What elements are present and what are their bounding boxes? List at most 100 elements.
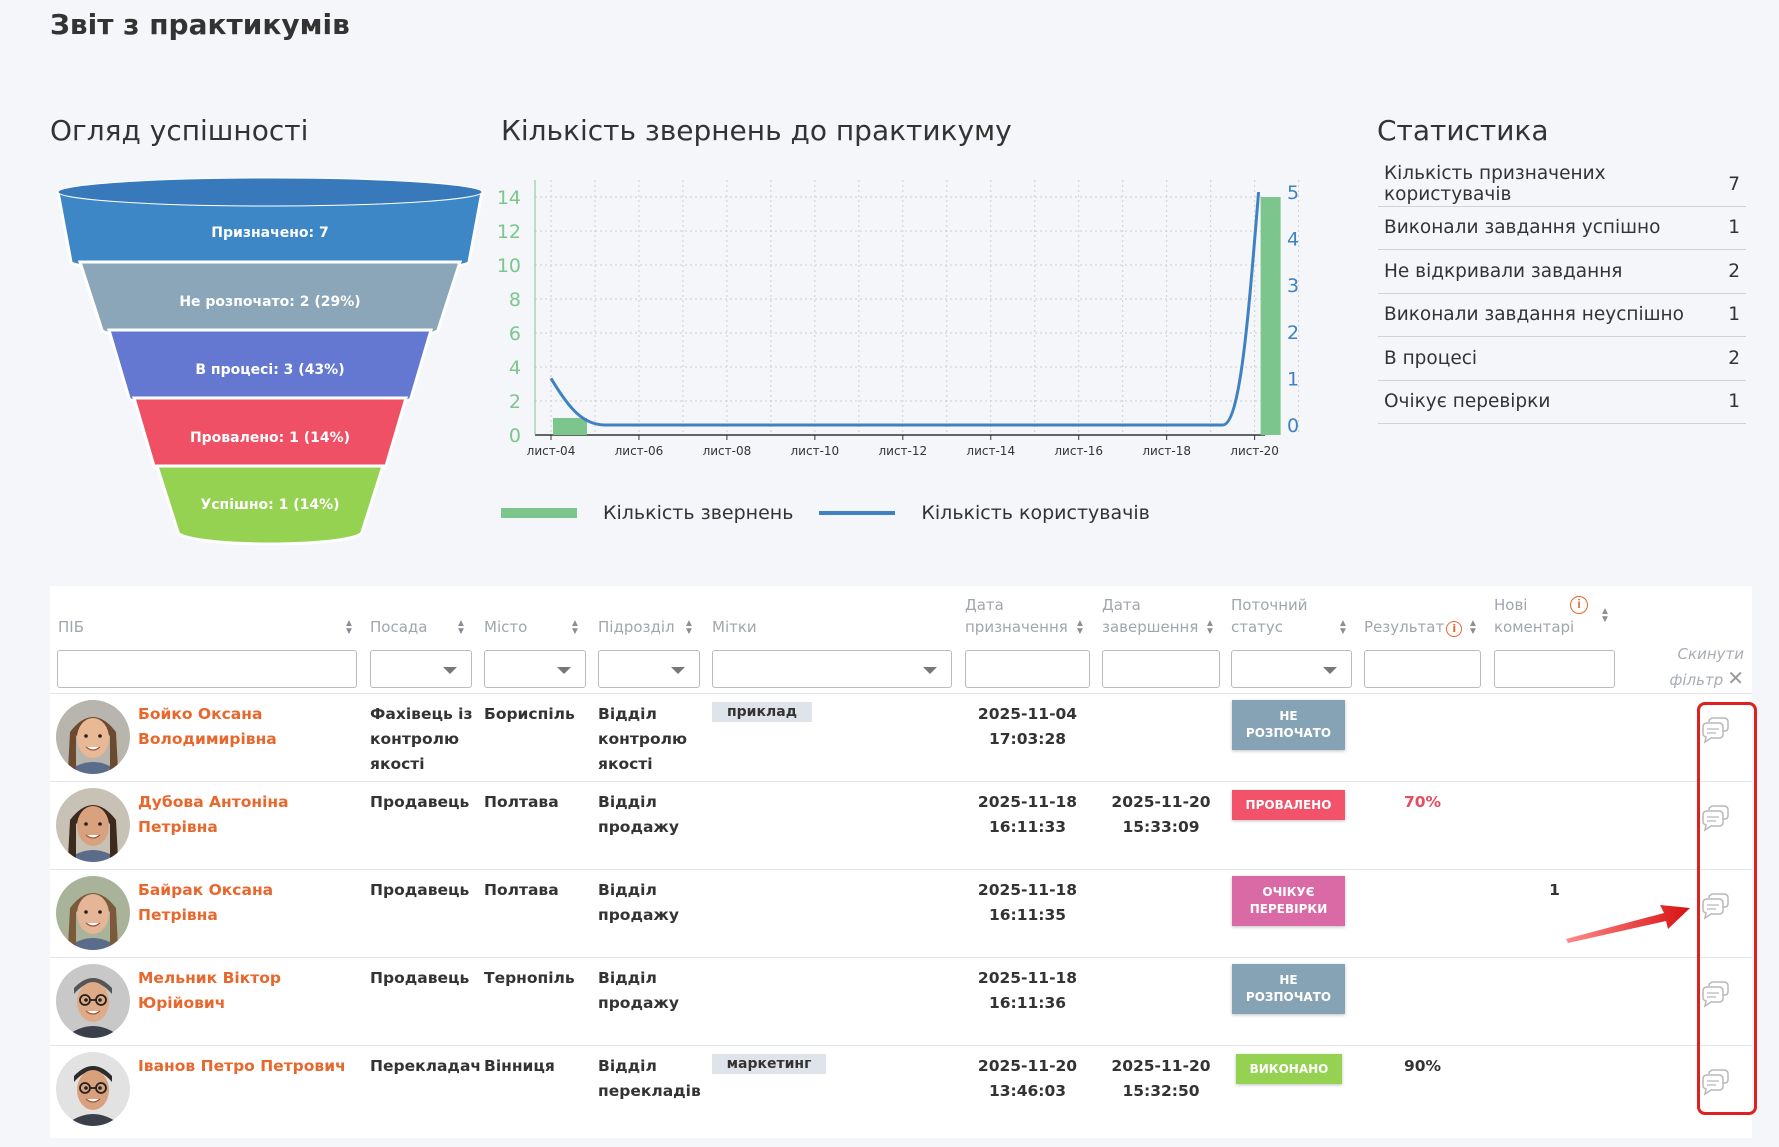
y-right-tick: 4	[1287, 229, 1299, 251]
report-table: ПІБ ▲ ▼ Посада ▲ ▼ Місто ▲ ▼ Підрозділ ▲ ▼ М…	[50, 586, 1752, 1138]
table-row[interactable]: Мельник Віктор Юрійович Продавець Терноп…	[50, 957, 1752, 1045]
reset-filter-button[interactable]: Скинути фільтр ✕	[1670, 642, 1744, 692]
stats-value: 1	[1728, 304, 1740, 326]
department-line2: перекладів	[598, 1082, 701, 1100]
sort-icon[interactable]: ▲ ▼	[1468, 618, 1478, 637]
funnel-label: В процесі: 3 (43%)	[195, 362, 344, 378]
table-row[interactable]: Дубова Антоніна Петрівна Продавець Полта…	[50, 781, 1752, 869]
funnel-chart: Призначено: 7 Не розпочато: 2 (29%) В проц…	[56, 177, 484, 546]
sort-icon[interactable]: ▲ ▼	[1075, 618, 1085, 637]
header-position[interactable]: Посада	[370, 618, 428, 636]
header-status-line1: Поточний	[1231, 596, 1308, 614]
completed-date-value: 2025-11-20	[1111, 793, 1211, 811]
stats-row: Кількість призначених користувачів 7	[1378, 163, 1746, 207]
sort-icon[interactable]: ▲ ▼	[1600, 606, 1610, 625]
position-line1: Продавець	[370, 881, 470, 899]
avatar	[56, 876, 130, 950]
assigned-date: 2025-11-04 17:03:28	[965, 702, 1090, 752]
bar[interactable]	[1260, 197, 1281, 435]
funnel-label: Не розпочато: 2 (29%)	[179, 294, 360, 310]
sort-icon[interactable]: ▲ ▼	[1205, 618, 1215, 637]
comment-icon[interactable]	[1700, 1068, 1730, 1096]
city-filter-select[interactable]	[484, 650, 586, 688]
user-name-link[interactable]: Дубова Антоніна Петрівна	[138, 790, 358, 840]
sort-icon[interactable]: ▲ ▼	[344, 618, 354, 637]
x-tick: лист-06	[615, 444, 664, 458]
stats-row: Виконали завдання успішно 1	[1378, 207, 1746, 250]
x-tick: лист-18	[1142, 444, 1191, 458]
header-department[interactable]: Підрозділ	[598, 618, 675, 636]
table-row[interactable]: Бойко Оксана Володимирівна Фахівець із кон…	[50, 693, 1752, 781]
result-filter[interactable]	[1364, 650, 1481, 688]
stats-title: Статистика	[1377, 114, 1549, 147]
assigned-date: 2025-11-20 13:46:03	[965, 1054, 1090, 1104]
info-icon[interactable]: i	[1446, 621, 1463, 637]
info-icon[interactable]: i	[1570, 596, 1588, 614]
user-name-line1: Мельник Віктор Юрійович	[138, 969, 281, 1012]
comments-filter[interactable]	[1494, 650, 1615, 688]
status-line1: ВИКОНАНО	[1249, 1061, 1329, 1076]
sort-icon[interactable]: ▲ ▼	[684, 618, 694, 637]
header-tags[interactable]: Мітки	[712, 618, 757, 636]
sort-icon[interactable]: ▲ ▼	[570, 618, 580, 637]
legend-line-swatch	[819, 511, 896, 515]
user-position: Продавець	[370, 966, 475, 1016]
user-name-link[interactable]: Байрак Оксана Петрівна	[138, 878, 358, 928]
header-assigned[interactable]: Дата призначення	[965, 594, 1068, 638]
assigned-time-value: 16:11:36	[988, 994, 1067, 1012]
table-row[interactable]: Іванов Петро Петрович Перекладач Вінниця…	[50, 1045, 1752, 1133]
comment-icon[interactable]	[1700, 892, 1730, 920]
department-line1: Відділ	[598, 793, 657, 811]
user-position: Фахівець із контролю якості	[370, 702, 475, 777]
user-city: Полтава	[484, 881, 559, 899]
sort-icon[interactable]: ▲ ▼	[1338, 618, 1348, 637]
stats-row: В процесі 2	[1378, 337, 1746, 381]
x-tick: лист-20	[1230, 444, 1279, 458]
funnel-segment[interactable]: Успішно: 1 (14%)	[154, 464, 386, 546]
sort-icon[interactable]: ▲ ▼	[456, 618, 466, 637]
comment-icon[interactable]	[1700, 980, 1730, 1008]
reset-filter-line2: фільтр	[1669, 671, 1724, 689]
header-completed[interactable]: Дата завершення	[1102, 594, 1198, 638]
comment-icon[interactable]	[1700, 804, 1730, 832]
table-row[interactable]: Байрак Оксана Петрівна Продавець Полтава…	[50, 869, 1752, 957]
header-comments[interactable]: Нові коментарі	[1494, 594, 1574, 638]
header-result[interactable]: Результат i	[1364, 616, 1463, 638]
position-filter-select[interactable]	[370, 650, 472, 688]
legend-bar-swatch	[501, 508, 577, 518]
user-name-link[interactable]: Іванов Петро Петрович	[138, 1054, 358, 1079]
user-name-link[interactable]: Бойко Оксана Володимирівна	[138, 702, 358, 752]
tag-badge: приклад	[712, 702, 812, 722]
y-left-tick: 12	[497, 221, 521, 243]
department-line2: контролю	[598, 730, 688, 748]
series-line[interactable]	[549, 191, 1261, 427]
legend-line-label[interactable]: Кількість користувачів	[921, 502, 1150, 524]
y-right-tick: 2	[1287, 322, 1299, 344]
stats-value: 7	[1728, 173, 1740, 195]
funnel-segment[interactable]: Призначено: 7	[56, 177, 484, 276]
header-name[interactable]: ПІБ	[58, 618, 84, 636]
red-arrow-annotation	[1566, 905, 1690, 943]
completed-date: 2025-11-20 15:32:50	[1102, 1054, 1220, 1104]
user-name-link[interactable]: Мельник Віктор Юрійович	[138, 966, 358, 1016]
comment-icon[interactable]	[1700, 716, 1730, 744]
x-tick: лист-16	[1054, 444, 1103, 458]
department-filter-select[interactable]	[598, 650, 700, 688]
completed-date-filter[interactable]	[1102, 650, 1220, 688]
header-city[interactable]: Місто	[484, 618, 528, 636]
assigned-date-filter[interactable]	[965, 650, 1090, 688]
stats-label: Виконали завдання успішно	[1384, 217, 1661, 239]
bar[interactable]	[553, 418, 587, 435]
status-filter-select[interactable]	[1231, 650, 1352, 688]
department-line1: Відділ	[598, 1057, 657, 1075]
stats-list: Кількість призначених користувачів 7 Вико…	[1378, 163, 1746, 424]
user-name-line1: Дубова Антоніна Петрівна	[138, 793, 289, 836]
legend-bar-label[interactable]: Кількість звернень	[603, 502, 794, 524]
y-right-tick: 0	[1287, 415, 1299, 437]
header-status[interactable]: Поточний статус	[1231, 594, 1308, 638]
funnel-label: Успішно: 1 (14%)	[200, 497, 339, 513]
tags-filter-select[interactable]	[712, 650, 952, 688]
name-filter-input[interactable]	[57, 650, 357, 688]
y-left-tick: 2	[509, 391, 521, 413]
